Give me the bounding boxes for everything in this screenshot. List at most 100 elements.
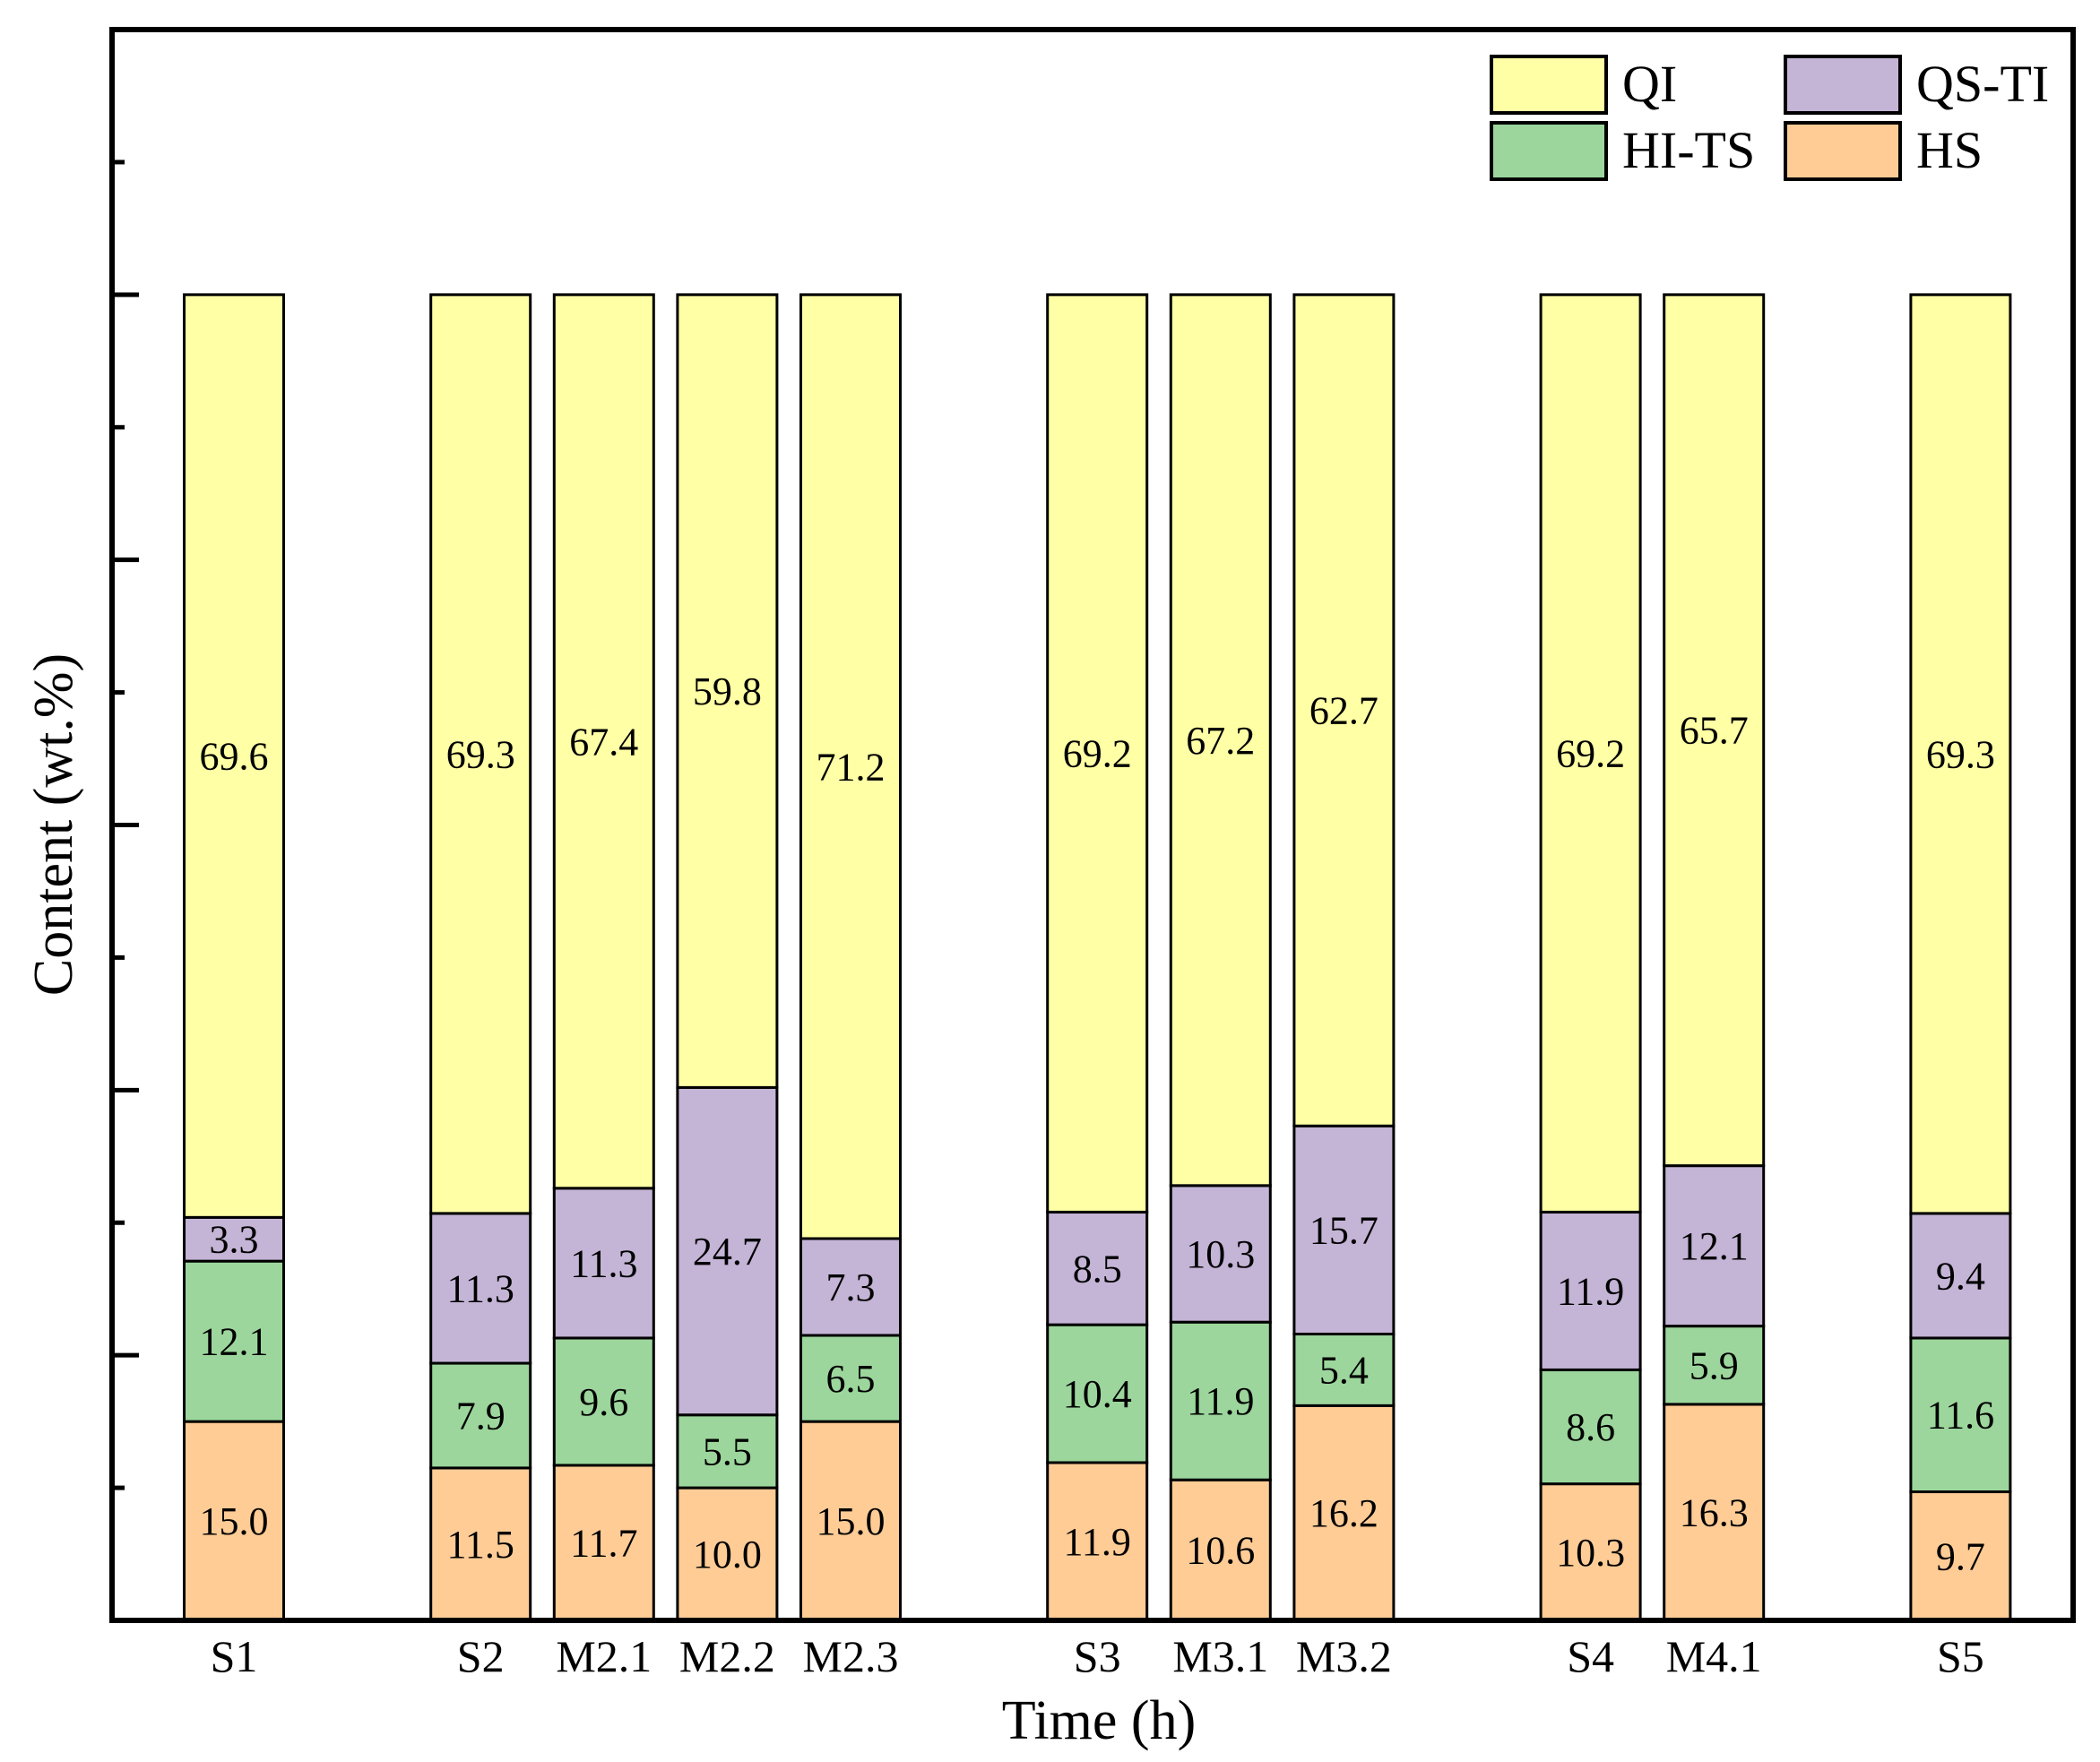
bar-segment-hi-ts-s4: [1539, 1368, 1642, 1486]
x-tick-label: M2.3: [803, 1631, 899, 1681]
y-ticks: [112, 160, 139, 1490]
data-label: 10.4: [1063, 1372, 1132, 1416]
data-label: 9.4: [1936, 1254, 1985, 1298]
bar-segment-qi-s4: [1539, 293, 1642, 1214]
data-label: 11.6: [1927, 1394, 1994, 1438]
bar-segment-qs-ti-s2: [429, 1212, 532, 1365]
data-label: 12.1: [200, 1320, 269, 1364]
legend-swatch-qs-ti: [1784, 55, 1902, 115]
data-label: 5.5: [703, 1429, 752, 1473]
bar-segment-hi-ts-m2.3: [799, 1334, 902, 1423]
bar-segment-hi-ts-m3.1: [1169, 1320, 1272, 1481]
bar-segment-hi-ts-s2: [429, 1361, 532, 1470]
bars-layer: 15.0 12.1 3.3 69.6 11.5 7.9 11.3 69.3 11.7 9.6 11.…: [183, 293, 2012, 1622]
data-label: 67.2: [1186, 719, 1255, 763]
bar-segment-qi-s5: [1909, 293, 2012, 1215]
bar-segment-qs-ti-m2.3: [799, 1237, 902, 1337]
bar-segment-qi-m4.1: [1663, 293, 1766, 1168]
data-label: 11.7: [570, 1521, 637, 1565]
data-label: 24.7: [693, 1230, 762, 1274]
data-label: 10.0: [693, 1533, 762, 1576]
x-tick-label: M4.1: [1666, 1631, 1762, 1681]
x-axis-title: Time (h): [1002, 1690, 1196, 1751]
bar-segment-qi-m3.1: [1169, 293, 1272, 1188]
data-label: 10.6: [1186, 1529, 1255, 1573]
data-label: 16.2: [1309, 1491, 1378, 1535]
data-label: 3.3: [210, 1218, 259, 1262]
data-label: 7.3: [826, 1265, 876, 1309]
bar-segment-qi-s1: [183, 293, 285, 1219]
data-label: 8.6: [1566, 1405, 1615, 1449]
x-tick-label: M3.1: [1172, 1631, 1268, 1681]
bar-segment-hs-s1: [183, 1420, 285, 1622]
bar-segment-qi-s3: [1046, 293, 1149, 1214]
data-label: 8.5: [1073, 1247, 1122, 1291]
bar-segment-qs-ti-m2.2: [676, 1085, 779, 1417]
data-label: 69.2: [1063, 732, 1132, 776]
bar-segment-hi-ts-m2.1: [552, 1336, 655, 1467]
legend-label: QS-TI: [1916, 55, 2049, 113]
data-label: 15.0: [200, 1499, 269, 1543]
x-tick-label: M3.2: [1296, 1631, 1392, 1681]
bar-segment-qi-s2: [429, 293, 532, 1215]
data-label: 65.7: [1680, 709, 1749, 753]
bar-segment-qi-m2.1: [552, 293, 655, 1190]
x-tick-label: M2.1: [556, 1631, 652, 1681]
bar-segment-qi-m2.3: [799, 293, 902, 1240]
data-label: 5.9: [1690, 1343, 1739, 1387]
data-label: 69.6: [200, 735, 269, 779]
data-label: 11.3: [447, 1266, 514, 1310]
data-label: 10.3: [1556, 1531, 1625, 1575]
x-tick-label: S4: [1567, 1631, 1614, 1681]
data-label: 11.9: [1557, 1269, 1624, 1313]
data-label: 11.9: [1187, 1379, 1254, 1423]
data-label: 69.3: [1926, 732, 1995, 776]
bar-segment-qs-ti-m3.1: [1169, 1184, 1272, 1324]
legend-swatch-qi: [1490, 55, 1608, 115]
legend-label: HI-TS: [1622, 121, 1755, 179]
legend-label: HS: [1916, 121, 1983, 179]
data-label: 6.5: [826, 1357, 876, 1401]
data-label: 11.9: [1064, 1520, 1131, 1564]
bar-segment-hi-ts-m4.1: [1663, 1325, 1766, 1406]
x-tick-label: M2.2: [679, 1631, 775, 1681]
data-label: 9.6: [579, 1380, 628, 1424]
data-label: 16.3: [1680, 1490, 1749, 1534]
data-label: 11.5: [447, 1523, 514, 1567]
data-label: 5.4: [1319, 1348, 1369, 1392]
data-label: 62.7: [1309, 689, 1378, 733]
bar-segment-qi-m2.2: [676, 293, 779, 1089]
bar-segment-hs-s3: [1046, 1461, 1149, 1622]
y-axis-title: Content (wt.%): [23, 653, 84, 996]
data-label: 67.4: [569, 720, 638, 764]
x-tick-label: S3: [1074, 1631, 1121, 1681]
legend-label: QI: [1622, 55, 1677, 113]
legend-swatch-hs: [1784, 121, 1902, 181]
x-tick-label: S5: [1937, 1631, 1984, 1681]
bar-segment-qs-ti-s4: [1539, 1210, 1642, 1371]
bar-segment-hs-m3.2: [1292, 1404, 1396, 1622]
data-label: 12.1: [1680, 1224, 1749, 1268]
legend: QI QS-TI HI-TS HS: [1490, 55, 2049, 181]
bar-segment-qs-ti-s3: [1046, 1210, 1149, 1326]
data-label: 11.3: [570, 1241, 637, 1285]
legend-swatch-hi-ts: [1490, 121, 1608, 181]
bar-segment-hs-m2.3: [799, 1420, 902, 1622]
data-label: 71.2: [817, 745, 886, 789]
bar-segment-qi-m3.2: [1292, 293, 1396, 1127]
bar-segment-hi-ts-s5: [1909, 1336, 2012, 1494]
data-label: 69.3: [446, 732, 515, 776]
bar-segment-qs-ti-m2.1: [552, 1187, 655, 1340]
data-label: 15.0: [817, 1499, 886, 1543]
data-label: 59.8: [693, 669, 762, 713]
plot-frame: [109, 27, 2076, 1623]
data-label: 10.3: [1186, 1232, 1255, 1276]
data-label: 9.7: [1936, 1534, 1985, 1578]
data-label: 69.2: [1556, 732, 1625, 776]
x-tick-label: S1: [211, 1631, 258, 1681]
data-label: 7.9: [456, 1394, 506, 1438]
x-tick-label: S2: [457, 1631, 505, 1681]
data-label: 15.7: [1309, 1208, 1378, 1252]
x-tick-labels: S1 S2 M2.1 M2.2 M2.3 S3 M3.1 M3.2 S4 M4.1 S5: [211, 1631, 1984, 1681]
